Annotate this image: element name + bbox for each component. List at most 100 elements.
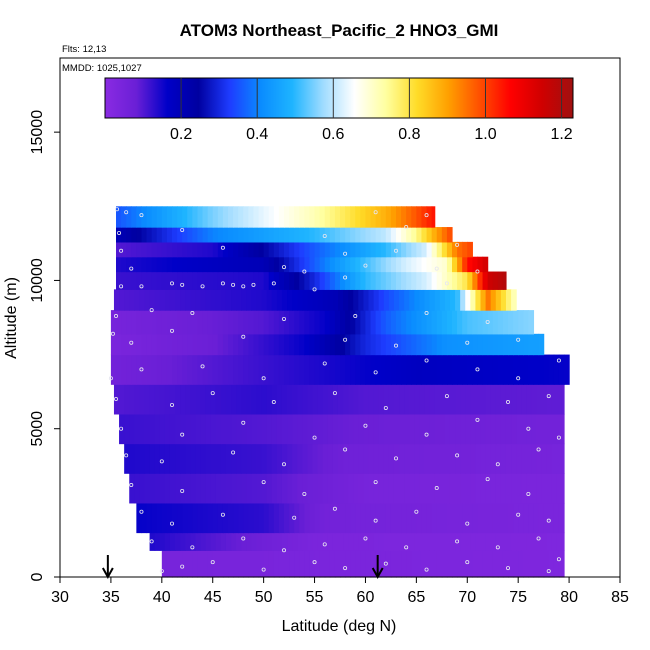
- heatmap-cell: [314, 333, 321, 356]
- heatmap-cell: [513, 550, 519, 578]
- heatmap-cell: [348, 532, 354, 551]
- heatmap-cell: [436, 227, 443, 243]
- heatmap-cell: [185, 289, 191, 311]
- heatmap-cell: [406, 550, 412, 578]
- heatmap-cell: [284, 354, 290, 385]
- heatmap-cell: [409, 384, 415, 415]
- heatmap-cell: [472, 310, 479, 335]
- heatmap-cell: [136, 333, 143, 356]
- heatmap-cell: [477, 354, 484, 385]
- heatmap-cell: [518, 354, 524, 385]
- heatmap-cell: [409, 443, 415, 474]
- sample-point: [556, 557, 561, 562]
- heatmap-cell: [332, 289, 339, 311]
- heatmap-cell: [482, 310, 489, 335]
- heatmap-cell: [523, 333, 529, 356]
- heatmap-cell: [195, 413, 202, 445]
- heatmap-cell: [121, 227, 127, 243]
- heatmap-cell: [363, 473, 370, 504]
- heatmap-cell: [434, 384, 441, 415]
- heatmap-cell: [373, 289, 380, 311]
- heatmap-cell: [131, 241, 137, 258]
- heatmap-cell: [523, 550, 529, 578]
- heatmap-cell: [332, 413, 339, 445]
- heatmap-cell: [343, 384, 349, 415]
- heatmap-cell: [345, 206, 351, 228]
- sample-point: [495, 545, 500, 550]
- heatmap-cell: [497, 502, 504, 534]
- heatmap-cell: [411, 227, 417, 243]
- heatmap-cell: [337, 289, 344, 311]
- heatmap-cell: [521, 443, 527, 474]
- heatmap-cell: [485, 413, 492, 445]
- heatmap-cell: [253, 310, 260, 335]
- heatmap-cell: [299, 271, 305, 290]
- heatmap-cell: [273, 502, 280, 534]
- heatmap-cell: [426, 241, 433, 258]
- heatmap-cell: [521, 384, 527, 415]
- heatmap-cell: [497, 333, 504, 356]
- heatmap-cell: [197, 333, 204, 356]
- heatmap-cell: [284, 206, 290, 228]
- heatmap-cell: [380, 241, 387, 258]
- heatmap-cell: [172, 310, 178, 335]
- heatmap-cell: [134, 473, 141, 504]
- heatmap-cell: [210, 443, 217, 474]
- heatmap-cell: [531, 532, 538, 551]
- heatmap-cell: [467, 550, 473, 578]
- heatmap-cell: [182, 241, 188, 258]
- heatmap-cell: [136, 227, 143, 243]
- heatmap-cell: [334, 333, 341, 356]
- heatmap-cell: [281, 443, 288, 474]
- x-tick-label: 75: [509, 589, 527, 606]
- heatmap-cell: [210, 413, 217, 445]
- heatmap-cell: [396, 227, 402, 243]
- heatmap-cell: [164, 473, 171, 504]
- heatmap-cell: [495, 473, 502, 504]
- heatmap-cell: [253, 333, 260, 356]
- heatmap-cell: [222, 354, 229, 385]
- sample-point: [129, 340, 134, 345]
- heatmap-cell: [409, 413, 415, 445]
- heatmap-cell: [345, 227, 351, 243]
- heatmap-cell: [159, 532, 166, 551]
- heatmap-cell: [175, 532, 181, 551]
- heatmap-cell: [348, 473, 354, 504]
- heatmap-cell: [324, 310, 331, 335]
- heatmap-cell: [217, 310, 224, 335]
- heatmap-cell: [378, 473, 385, 504]
- heatmap-cell: [436, 256, 443, 273]
- heatmap-cell: [460, 384, 466, 415]
- heatmap-cell: [314, 206, 321, 228]
- heatmap-cell: [299, 550, 305, 578]
- heatmap-cell: [124, 443, 130, 474]
- heatmap-cell: [334, 310, 341, 335]
- heatmap-cell: [436, 271, 443, 290]
- heatmap-cell: [202, 550, 209, 578]
- heatmap-cell: [134, 289, 141, 311]
- date-annotation: MMDD: 1025,1027: [62, 63, 142, 74]
- heatmap-cell: [253, 241, 260, 258]
- arrow-marker: [101, 555, 114, 580]
- heatmap-cell: [146, 333, 153, 356]
- heatmap-cell: [192, 271, 199, 290]
- heatmap-cell: [284, 333, 290, 356]
- heatmap-cell: [207, 550, 214, 578]
- heatmap-cell: [294, 550, 300, 578]
- heatmap-cell: [490, 413, 497, 445]
- heatmap-cell: [212, 271, 219, 290]
- x-tick-label: 70: [458, 589, 476, 606]
- heatmap-cell: [238, 241, 244, 258]
- heatmap-cell: [462, 256, 468, 273]
- heatmap-cell: [388, 443, 395, 474]
- heatmap-cell: [164, 413, 171, 445]
- heatmap-cell: [233, 241, 239, 258]
- heatmap-cell: [215, 532, 222, 551]
- heatmap-cell: [297, 413, 303, 445]
- heatmap-cell: [404, 473, 410, 504]
- heatmap-cell: [406, 271, 412, 290]
- arrow-marker: [371, 555, 384, 580]
- heatmap-cell: [399, 532, 405, 551]
- sample-point: [210, 560, 215, 565]
- heatmap-cell: [477, 333, 484, 356]
